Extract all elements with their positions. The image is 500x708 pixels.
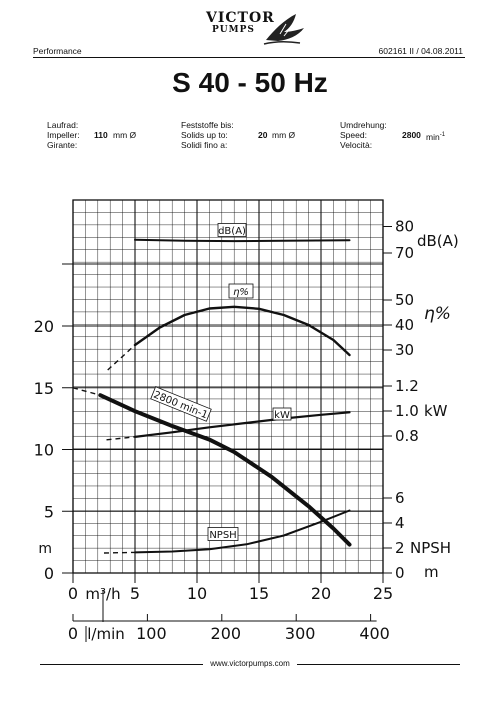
spec-label: Solidi fino a: bbox=[181, 140, 228, 150]
x-axis-tick-label: 15 bbox=[249, 584, 269, 603]
power-axis-label: kW bbox=[424, 402, 448, 420]
spec-speed: Umdrehung: Speed: 2800 min-1 Velocità: bbox=[340, 120, 470, 150]
spec-row: Solids up to: 20 mm Ø bbox=[181, 130, 331, 140]
eff-axis-label: η% bbox=[424, 304, 451, 324]
x-axis-tick-label: 5 bbox=[130, 584, 140, 603]
chart-grid bbox=[72, 199, 384, 574]
head-axis-tick-label: 5 bbox=[44, 502, 54, 521]
spec-label: Laufrad: bbox=[47, 120, 79, 130]
noise-curve-label-text: dB(A) bbox=[218, 226, 246, 237]
spec-unit-sup: -1 bbox=[439, 132, 446, 138]
x-axis-tick-label: 20 bbox=[311, 584, 331, 603]
npsh-axis-tick-label: 6 bbox=[395, 489, 405, 507]
spec-label: Girante: bbox=[47, 140, 78, 150]
bird-logo-icon bbox=[263, 14, 304, 45]
x2-axis-tick-label: 400 bbox=[359, 624, 390, 643]
head-curve bbox=[98, 393, 352, 547]
npsh-axis-tick-label: 2 bbox=[395, 539, 405, 557]
npsh-curve-label: NPSH bbox=[207, 527, 239, 541]
x2-axis-tick-label: 100 bbox=[136, 624, 167, 643]
power-axis-tick-label: 0.8 bbox=[395, 427, 419, 445]
x-axis-tick-label: 10 bbox=[187, 584, 207, 603]
efficiency-curve-label-text: η% bbox=[233, 287, 249, 298]
page-title: S 40 - 50 Hz bbox=[172, 67, 328, 98]
spec-label: Feststoffe bis: bbox=[181, 120, 234, 130]
spec-label: Solids up to: bbox=[181, 130, 228, 140]
npsh-curve-extrapolation bbox=[103, 551, 136, 554]
spec-solids: Feststoffe bis: Solids up to: 20 mm Ø So… bbox=[181, 120, 331, 150]
spec-value: 2800 bbox=[402, 130, 421, 140]
power-curve bbox=[133, 411, 351, 438]
x2-axis-tick-label: 300 bbox=[285, 624, 316, 643]
efficiency-curve-extrapolation bbox=[107, 344, 136, 371]
power-curve-label-box bbox=[272, 407, 292, 421]
efficiency-curve-label: η% bbox=[228, 283, 254, 299]
head-axis-tick-label: 0 bbox=[44, 564, 54, 583]
chart-axes: 05101520m7080dB(A)304050η%0.81.01.2kW024… bbox=[34, 218, 459, 644]
npsh-curve-label-text: NPSH bbox=[209, 530, 236, 541]
footer-rule-right bbox=[297, 664, 460, 665]
x-axis-tick-label: 0 bbox=[68, 584, 78, 603]
npsh-axis-tick-label: 4 bbox=[395, 514, 405, 532]
doc-reference: 602161 II / 04.08.2011 bbox=[378, 46, 463, 56]
power-curve-extrapolation bbox=[106, 436, 136, 441]
npsh-curve-label-box bbox=[207, 527, 239, 541]
efficiency-curve bbox=[133, 305, 351, 357]
spec-label: Umdrehung: bbox=[340, 120, 387, 130]
head-curve-label-box bbox=[150, 386, 212, 422]
x2-axis-tick-label: 0 bbox=[68, 624, 78, 643]
brand-logo: VICTOR PUMPS bbox=[200, 6, 310, 54]
doc-type-label: Performance bbox=[33, 46, 82, 56]
footer-url: www.victorpumps.com bbox=[210, 659, 290, 668]
npsh-axis-label: NPSH bbox=[410, 539, 451, 557]
power-curve-label: kW bbox=[272, 407, 292, 421]
spec-unit: min-1 bbox=[426, 130, 445, 142]
power-axis-tick-label: 1.2 bbox=[395, 377, 419, 395]
brand-name-line1: VICTOR bbox=[206, 10, 275, 26]
noise-curve bbox=[134, 238, 351, 243]
spec-value: 20 bbox=[258, 130, 268, 140]
db-axis-tick-label: 70 bbox=[395, 244, 414, 262]
spec-label: Impeller: bbox=[47, 130, 80, 140]
noise-curve-label-box bbox=[217, 223, 247, 237]
db-axis-label: dB(A) bbox=[417, 232, 459, 250]
eff-axis-tick-label: 40 bbox=[395, 316, 414, 334]
brand-name-line2: PUMPS bbox=[212, 25, 255, 35]
spec-row: Impeller: 110 mm Ø bbox=[47, 130, 187, 140]
power-axis-tick-label: 1.0 bbox=[395, 402, 419, 420]
eff-axis-tick-label: 30 bbox=[395, 341, 414, 359]
db-axis-tick-label: 80 bbox=[395, 218, 414, 236]
spec-row: Speed: 2800 min-1 bbox=[340, 130, 470, 142]
npsh-axis-tick-label: 0 bbox=[395, 564, 405, 582]
power-curve-label-text: kW bbox=[274, 410, 290, 421]
head-axis-unit: m bbox=[38, 541, 52, 557]
x2-axis-tick-label: 200 bbox=[211, 624, 242, 643]
header-rule bbox=[33, 57, 465, 58]
spec-value: 110 bbox=[94, 130, 108, 140]
spec-impeller: Laufrad: Impeller: 110 mm Ø Girante: bbox=[47, 120, 187, 150]
eff-axis-tick-label: 50 bbox=[395, 291, 414, 309]
head-curve-extrapolation bbox=[72, 387, 101, 396]
x-axis-tick-label: 25 bbox=[373, 584, 393, 603]
head-axis-tick-label: 10 bbox=[34, 441, 54, 460]
spec-unit: mm Ø bbox=[113, 130, 137, 140]
npsh-curve bbox=[134, 509, 351, 554]
head-axis-tick-label: 20 bbox=[34, 317, 54, 336]
footer-rule-left bbox=[40, 664, 203, 665]
efficiency-curve-label-box bbox=[228, 283, 254, 299]
x2-axis-unit: l/min bbox=[87, 625, 125, 643]
spec-unit: mm Ø bbox=[272, 130, 296, 140]
chart-curves bbox=[72, 238, 352, 554]
head-axis-tick-label: 15 bbox=[34, 379, 54, 398]
npsh-axis-unit: m bbox=[424, 563, 439, 581]
noise-curve-label: dB(A) bbox=[217, 223, 247, 237]
spec-label: Velocità: bbox=[340, 140, 373, 150]
spec-unit-text: min bbox=[426, 131, 440, 142]
spec-label: Speed: bbox=[340, 130, 367, 140]
